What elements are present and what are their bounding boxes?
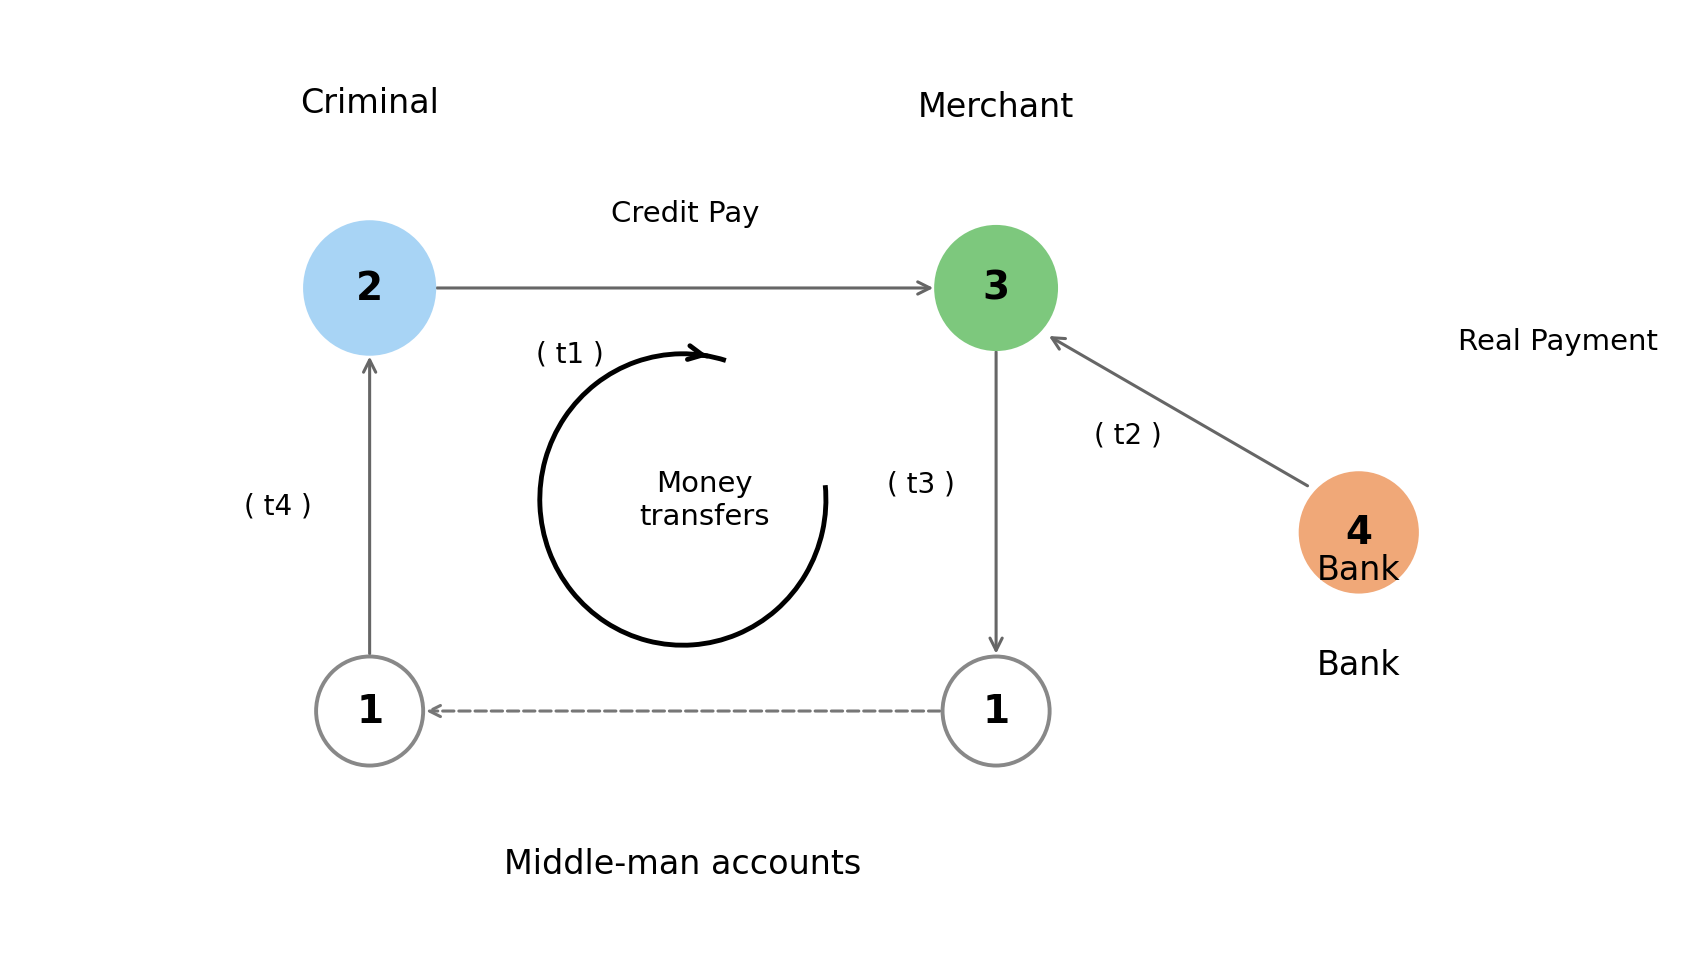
Text: ( t4 ): ( t4 )	[244, 492, 312, 519]
Text: Criminal: Criminal	[300, 87, 440, 120]
Text: 4: 4	[1344, 514, 1372, 552]
Text: Credit Pay: Credit Pay	[612, 200, 760, 228]
Ellipse shape	[942, 657, 1050, 766]
Ellipse shape	[317, 657, 423, 766]
Text: 2: 2	[356, 270, 383, 308]
Text: Merchant: Merchant	[918, 91, 1074, 124]
Ellipse shape	[935, 228, 1056, 350]
Text: Middle-man accounts: Middle-man accounts	[504, 847, 862, 881]
Text: 1: 1	[983, 692, 1010, 730]
Text: ( t1 ): ( t1 )	[535, 340, 603, 368]
Text: Money
transfers: Money transfers	[639, 470, 770, 530]
Text: ( t2 ): ( t2 )	[1094, 421, 1162, 449]
Text: 1: 1	[356, 692, 383, 730]
Text: Bank: Bank	[1317, 648, 1401, 681]
Text: ( t3 ): ( t3 )	[888, 471, 954, 498]
Ellipse shape	[305, 223, 435, 355]
Text: Real Payment: Real Payment	[1457, 327, 1658, 355]
Text: 3: 3	[983, 270, 1010, 308]
Text: Bank: Bank	[1317, 554, 1401, 586]
Ellipse shape	[1300, 474, 1418, 592]
